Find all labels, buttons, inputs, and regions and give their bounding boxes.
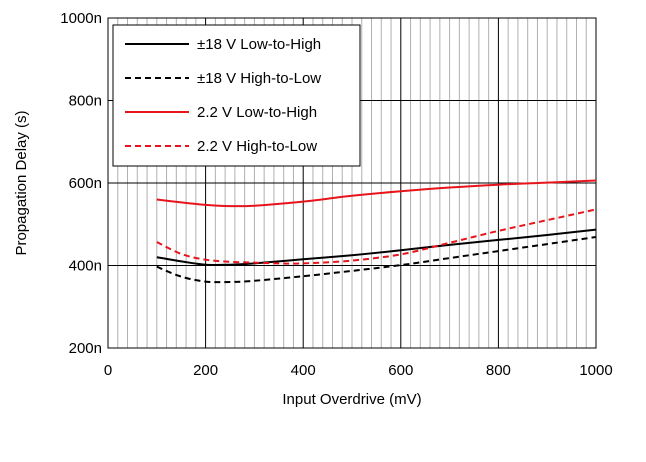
series-line-4 bbox=[156, 208, 597, 265]
legend: ±18 V Low-to-High ±18 V High-to-Low 2.2 V … bbox=[112, 24, 361, 167]
x-tick-label: 200 bbox=[193, 362, 218, 379]
legend-label-4: 2.2 V High-to-Low bbox=[197, 138, 317, 155]
y-tick-label: 1000n bbox=[60, 10, 102, 27]
y-tick-labels: 200n 400n 600n 800n 1000n bbox=[60, 10, 102, 357]
legend-box bbox=[112, 24, 361, 167]
series-line-3 bbox=[156, 179, 597, 208]
x-tick-label: 800 bbox=[486, 362, 511, 379]
x-tick-label: 600 bbox=[388, 362, 413, 379]
legend-label-2: ±18 V High-to-Low bbox=[197, 70, 321, 87]
x-tick-label: 0 bbox=[104, 362, 112, 379]
plot-frame bbox=[107, 17, 597, 349]
y-axis-title: Propagation Delay (s) bbox=[13, 110, 30, 255]
legend-label-1: ±18 V Low-to-High bbox=[197, 36, 321, 53]
series-layer bbox=[156, 179, 597, 284]
x-tick-label: 1000 bbox=[579, 362, 612, 379]
x-tick-label: 400 bbox=[291, 362, 316, 379]
legend-label-3: 2.2 V Low-to-High bbox=[197, 104, 317, 121]
x-tick-labels: 0 200 400 600 800 1000 bbox=[104, 362, 613, 379]
y-tick-label: 200n bbox=[69, 340, 102, 357]
y-tick-label: 600n bbox=[69, 175, 102, 192]
y-tick-label: 400n bbox=[69, 258, 102, 275]
series-line-1 bbox=[156, 228, 597, 266]
x-axis-title: Input Overdrive (mV) bbox=[282, 391, 421, 408]
y-tick-label: 800n bbox=[69, 93, 102, 110]
series-line-2 bbox=[156, 236, 597, 284]
